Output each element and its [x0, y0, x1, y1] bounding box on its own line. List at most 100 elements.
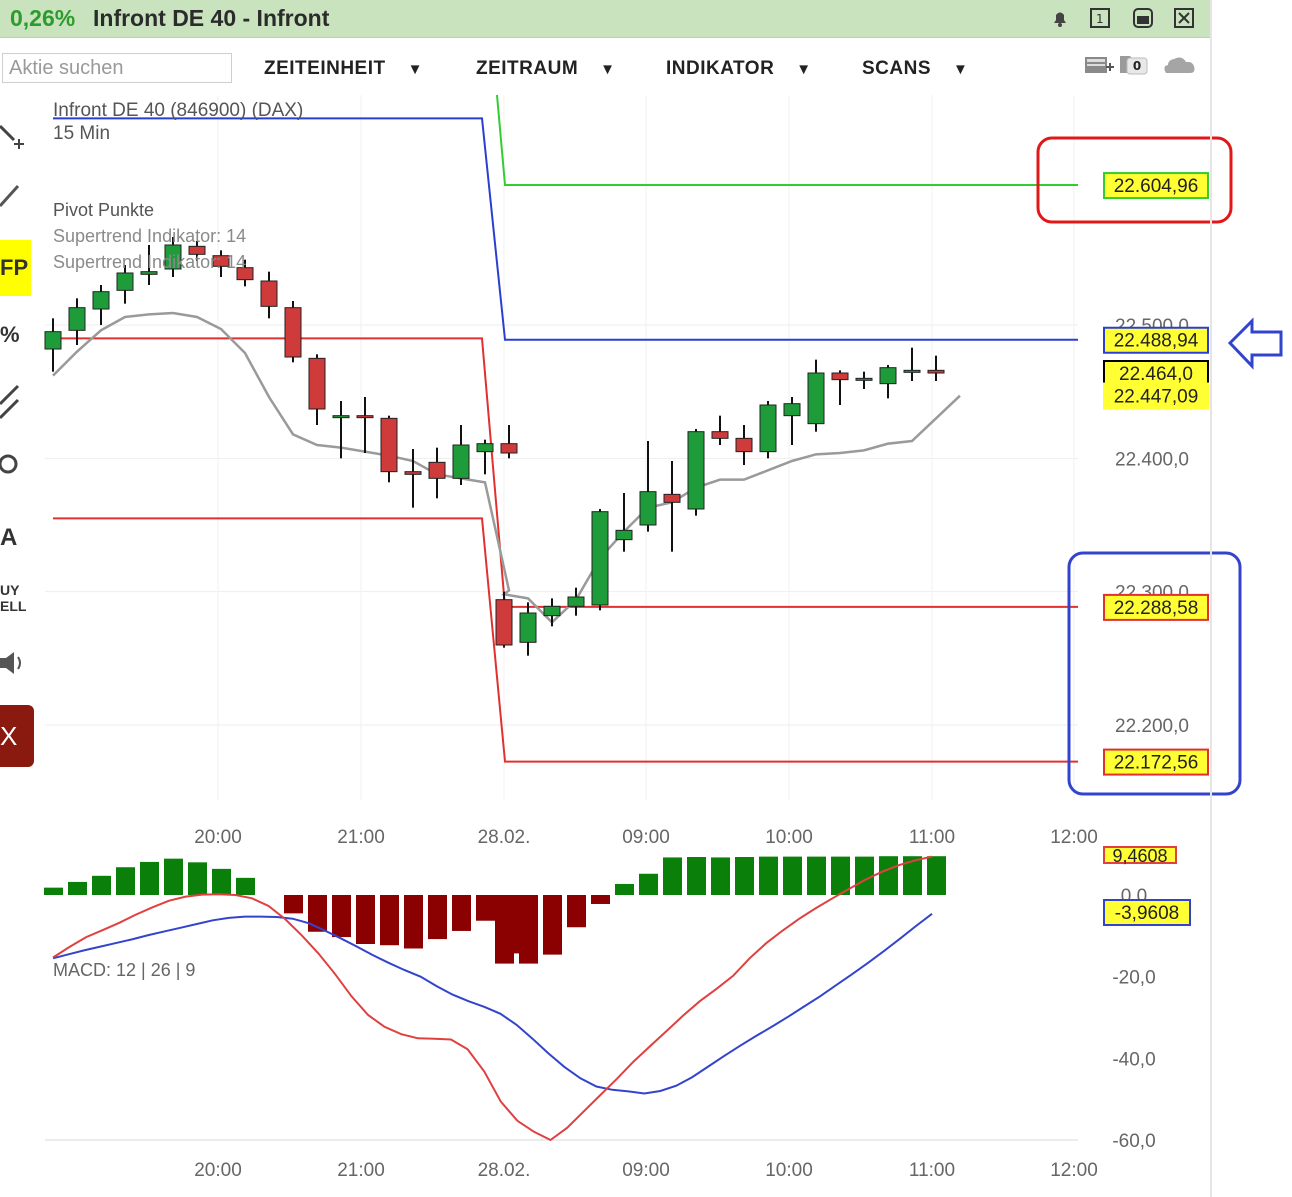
price-labels: 22.604,96 22.488,94 22.464,022.447,09 22.28…: [1103, 172, 1209, 776]
cloud-icon[interactable]: [1164, 57, 1195, 73]
price-label: 22.172,56: [1103, 748, 1209, 776]
candle-body: [68, 307, 86, 331]
histogram-bar: [308, 895, 327, 932]
circle-tool-icon[interactable]: [0, 450, 22, 487]
candle-body: [855, 377, 873, 381]
candle: [332, 401, 350, 459]
percent-tool[interactable]: %: [0, 322, 20, 347]
menu-zeiteinheit[interactable]: ZEITEINHEIT ▼: [264, 58, 423, 80]
candle: [356, 397, 374, 453]
indicator-label: Supertrend Indikator: 14: [53, 226, 246, 246]
menu-label: INDIKATOR: [666, 58, 775, 79]
candle: [879, 365, 897, 399]
main-y-axis: 22.200,022.300,022.400,022.500,0: [1115, 316, 1189, 737]
macd-y-tick-label: -60,0: [1112, 1131, 1155, 1152]
candles: [44, 237, 945, 656]
x-tick-label: 20:00: [194, 827, 242, 848]
histogram-bar: [591, 895, 610, 904]
speaker-icon[interactable]: [0, 648, 24, 685]
x-tick-label: 28.02.: [478, 827, 531, 848]
pivot-line-s1: [53, 337, 1078, 608]
histogram-bar: [452, 895, 471, 931]
candle: [759, 401, 777, 459]
x-tick-label: 11:00: [909, 1160, 955, 1181]
supertrend-line: [52, 311, 961, 625]
indicator-label: Pivot Punkte: [53, 200, 154, 220]
histogram-bar: [92, 875, 111, 895]
crosshair-cursor-icon[interactable]: [0, 118, 26, 161]
bell-icon[interactable]: [1050, 8, 1070, 28]
candle-body: [711, 431, 729, 439]
histogram-bar: [212, 868, 231, 895]
chevron-down-icon: ▼: [796, 61, 812, 78]
title-bar: 0,26% Infront DE 40 - Infront 1: [0, 0, 1210, 38]
minimize-icon[interactable]: [1133, 8, 1153, 28]
close-icon[interactable]: [1174, 8, 1194, 28]
candle: [500, 425, 518, 459]
menu-label: ZEITEINHEIT: [264, 58, 386, 79]
candle-body: [212, 255, 230, 267]
pivot-line-p: [53, 117, 1078, 341]
candle: [903, 347, 921, 381]
text-tool[interactable]: A: [0, 524, 18, 551]
histogram-bar: [380, 895, 399, 946]
candle-body: [783, 403, 801, 417]
histogram-bar: [68, 881, 87, 895]
histogram-bar: [188, 862, 207, 895]
close-panel-button[interactable]: X: [0, 705, 34, 767]
candle-body: [44, 331, 62, 350]
price-label-text: 22.488,94: [1114, 331, 1199, 352]
candle-body: [356, 415, 374, 419]
candle: [476, 439, 494, 475]
sell-label: ELL: [0, 598, 27, 614]
candle: [783, 397, 801, 445]
candle: [567, 587, 585, 616]
price-label-box: [1103, 748, 1209, 776]
menu-zeitraum[interactable]: ZEITRAUM ▼: [476, 58, 616, 80]
candle: [663, 461, 681, 552]
trendline-icon[interactable]: [0, 180, 24, 217]
menu-scans[interactable]: SCANS ▼: [862, 58, 968, 80]
indicator-label: Supertrend Indikator: 14: [53, 252, 246, 272]
chart-title: Infront DE 40 (846900) (DAX): [53, 100, 303, 121]
price-label-box: [1103, 382, 1209, 410]
candle: [687, 429, 705, 516]
histogram-bar: [711, 857, 730, 895]
fp-button[interactable]: FP: [0, 240, 31, 296]
candle: [188, 241, 206, 261]
x-tick-label: 09:00: [622, 827, 670, 848]
signal-line: [52, 855, 933, 1142]
price-label: 22.464,0: [1103, 360, 1209, 387]
menu-indikator[interactable]: INDIKATOR ▼: [666, 58, 812, 80]
price-label: 22.488,94: [1103, 326, 1209, 354]
candle-body: [308, 357, 326, 410]
candle-body: [452, 444, 470, 479]
macd-y-tick-label: -40,0: [1112, 1049, 1155, 1070]
macd-value-box: [1103, 846, 1177, 864]
candle-body: [500, 443, 518, 454]
price-label-text: 22.288,58: [1114, 598, 1199, 619]
histogram-bar: [735, 857, 754, 895]
candle-body: [543, 605, 561, 617]
candle: [212, 250, 230, 277]
histogram-bar: [284, 895, 303, 914]
candle: [44, 318, 62, 372]
candle: [591, 509, 609, 611]
histogram-bar: [428, 895, 447, 940]
chevron-down-icon: ▼: [953, 61, 969, 78]
x-tick-label: 09:00: [622, 1160, 670, 1181]
price-label-box: [1103, 360, 1209, 387]
table-add-icon[interactable]: [1085, 57, 1114, 73]
x-tick-label: 21:00: [337, 1160, 385, 1181]
buy-sell-tool[interactable]: UY ELL: [0, 582, 26, 614]
parallel-lines-icon[interactable]: [0, 382, 24, 429]
candle: [92, 285, 110, 325]
candle-body: [260, 280, 278, 307]
histogram-bar: [404, 895, 423, 949]
svg-text:1: 1: [1096, 12, 1104, 26]
histogram-bar: [831, 856, 850, 895]
candle-body: [831, 372, 849, 381]
search-input[interactable]: [2, 53, 232, 83]
main-chart-text: Infront DE 40 (846900) (DAX)15 Min Pivot …: [53, 100, 303, 272]
restore-icon[interactable]: 1: [1090, 8, 1110, 28]
